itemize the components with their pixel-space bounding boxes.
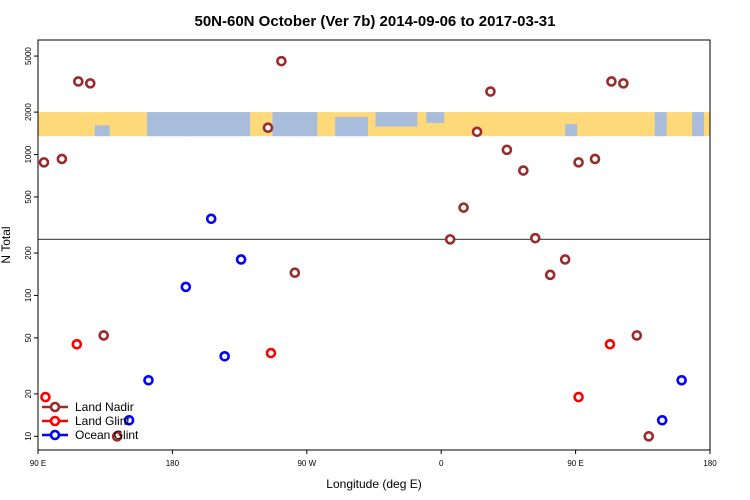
legend-label: Ocean Glint <box>75 428 139 442</box>
y-tick-label: 1000 <box>24 145 33 163</box>
ocean-glint-point <box>656 414 668 426</box>
land-nadir-point <box>98 330 110 341</box>
chart-title: 50N-60N October (Ver 7b) 2014-09-06 to 2… <box>194 13 555 30</box>
x-axis-ticks: 90 E 180 90 W 0 90 E 180 <box>30 450 717 468</box>
land-glint-point <box>573 391 584 403</box>
map-ocean-region <box>565 124 578 137</box>
x-tick-label: 90 E <box>567 459 583 468</box>
land-nadir-point <box>618 78 629 89</box>
y-tick-label: 100 <box>24 288 33 302</box>
land-nadir-point <box>606 76 617 87</box>
land-nadir-point <box>631 330 643 341</box>
map-ocean-region <box>147 112 192 137</box>
land-nadir-point <box>458 202 469 213</box>
x-tick-label: 180 <box>166 459 180 468</box>
plot-frame <box>37 39 711 451</box>
land-nadir-point <box>589 153 601 165</box>
x-tick-label: 90 E <box>30 459 46 468</box>
land-nadir-point <box>84 78 96 89</box>
map-ocean-region <box>94 125 110 137</box>
x-tick-label: 180 <box>703 459 717 468</box>
ocean-glint-point <box>180 281 192 293</box>
y-tick-label: 50 <box>24 333 33 342</box>
y-tick-label: 5000 <box>24 47 33 65</box>
legend-label: Land Nadir <box>75 400 134 414</box>
land-nadir-point <box>73 76 84 87</box>
land-nadir-point <box>276 55 287 67</box>
y-tick-label: 500 <box>24 190 33 204</box>
x-tick-label: 0 <box>439 459 444 468</box>
x-axis-label: Longitude (deg E) <box>326 477 421 491</box>
map-ocean-region <box>426 112 445 123</box>
ocean-glint-point <box>676 374 687 386</box>
y-tick-label: 20 <box>24 389 33 398</box>
land-nadir-point <box>111 431 123 442</box>
map-ocean-region <box>190 112 251 137</box>
land-nadir-point <box>544 269 556 281</box>
land-nadir-point <box>56 153 68 165</box>
map-ocean-region <box>692 112 705 137</box>
map-band-background <box>38 112 710 137</box>
ocean-glint-point <box>235 254 247 265</box>
land-nadir-point <box>501 144 513 156</box>
data-points <box>38 55 687 442</box>
y-tick-label: 2000 <box>24 103 33 121</box>
land-glint-point <box>265 347 277 359</box>
land-nadir-point <box>643 431 655 442</box>
land-nadir-point <box>38 157 50 168</box>
legend-label: Land Glint <box>75 414 130 428</box>
x-tick-label: 90 W <box>297 459 316 468</box>
y-tick-label: 10 <box>24 431 33 440</box>
land-nadir-point <box>262 122 274 134</box>
land-nadir-point <box>471 126 483 138</box>
land-nadir-point <box>289 267 301 279</box>
map-ocean-region <box>272 112 318 137</box>
ocean-glint-point <box>205 213 217 225</box>
legend-swatch-marker <box>49 415 61 427</box>
land-nadir-point <box>573 157 584 168</box>
legend-swatch-marker <box>49 429 61 441</box>
world-map-band <box>38 112 710 137</box>
land-nadir-point <box>529 232 541 244</box>
legend-swatch-marker <box>49 401 61 413</box>
ocean-glint-point <box>143 374 154 386</box>
land-glint-point <box>71 339 83 350</box>
land-nadir-point <box>485 86 496 97</box>
y-axis-ticks: 10 20 50 100 200 500 1000 2000 5000 <box>24 47 38 441</box>
ocean-glint-point <box>219 350 230 362</box>
y-tick-label: 200 <box>24 246 33 260</box>
land-nadir-point <box>444 234 456 245</box>
land-glint-point <box>604 339 616 350</box>
y-axis-label: N Total <box>0 226 13 263</box>
ocean-glint-point <box>123 414 135 426</box>
land-glint-point <box>40 391 51 403</box>
map-ocean-region <box>375 112 418 127</box>
map-ocean-region <box>335 116 369 137</box>
map-ocean-region <box>654 112 667 137</box>
land-nadir-point <box>559 254 571 265</box>
land-nadir-point <box>518 165 529 176</box>
